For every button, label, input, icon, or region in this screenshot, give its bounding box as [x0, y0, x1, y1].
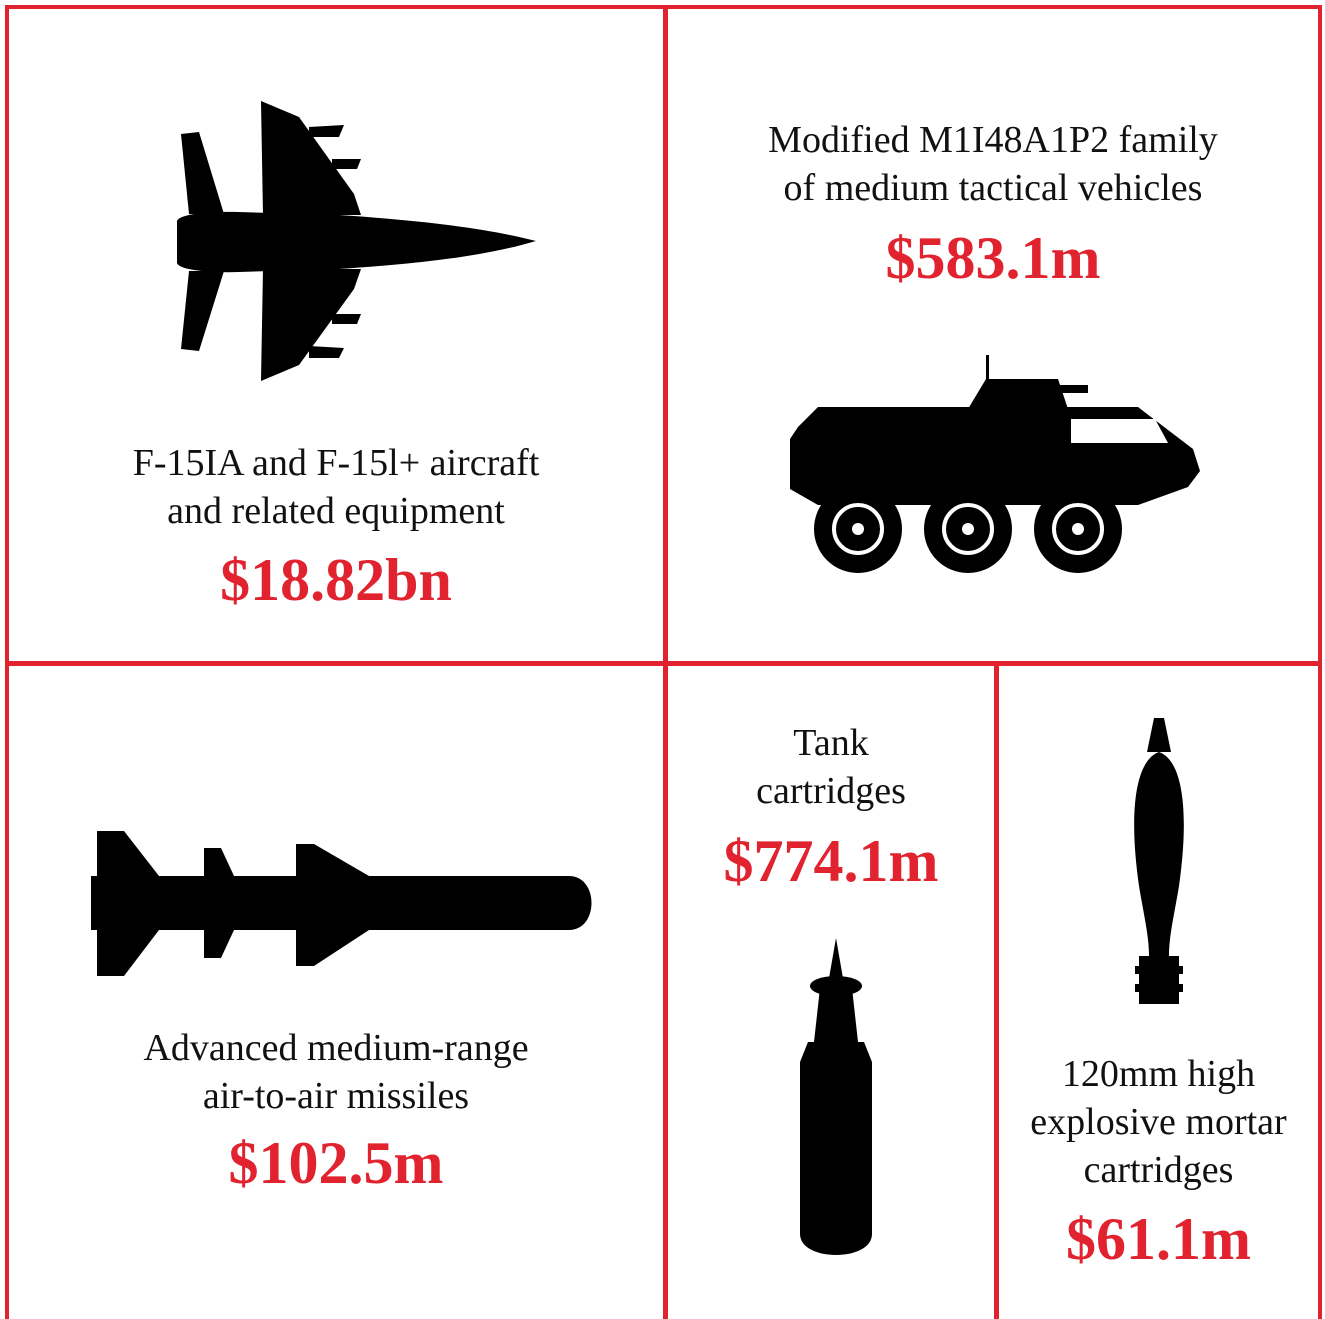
fighter-jet-icon — [177, 101, 536, 381]
mortar-shell-icon — [1134, 718, 1184, 1004]
item-label-line: Modified M1I48A1P2 family — [768, 119, 1218, 161]
armored-vehicle-icon — [790, 355, 1200, 573]
item-card-tank-cartridges: Tank cartridges $774.1m — [668, 666, 994, 1319]
item-label-line: cartridges — [756, 770, 906, 812]
item-label-line: Advanced medium-range — [143, 1027, 529, 1069]
item-label-line: F-15IA and F-15l+ aircraft — [132, 442, 540, 484]
item-label-tank-cartridges: Tank cartridges — [668, 719, 994, 815]
item-label-aircraft: F-15IA and F-15l+ aircraft and related e… — [9, 439, 663, 535]
item-amount-tank-cartridges: $774.1m — [723, 828, 939, 894]
tank-cartridge-icon — [800, 938, 872, 1255]
item-label-line: Tank — [793, 722, 869, 764]
item-label-vehicles: Modified M1I48A1P2 family of medium tact… — [668, 116, 1318, 212]
item-label-missiles: Advanced medium-range air-to-air missile… — [9, 1024, 663, 1120]
item-amount-aircraft: $18.82bn — [220, 547, 452, 613]
item-label-line: cartridges — [1083, 1149, 1234, 1191]
item-label-mortar-cartridges: 120mm high explosive mortar cartridges — [999, 1050, 1318, 1194]
item-label-line: of medium tactical vehicles — [783, 167, 1203, 209]
item-card-vehicles: Modified M1I48A1P2 family of medium tact… — [668, 9, 1318, 661]
item-amount-missiles: $102.5m — [228, 1130, 444, 1196]
item-card-aircraft: F-15IA and F-15l+ aircraft and related e… — [9, 9, 663, 661]
item-label-line: and related equipment — [167, 490, 505, 532]
item-card-mortar-cartridges: 120mm high explosive mortar cartridges $… — [999, 666, 1318, 1319]
item-card-missiles: Advanced medium-range air-to-air missile… — [9, 666, 663, 1319]
grid-divider-vertical-bottom — [994, 663, 999, 1319]
grid-divider-vertical-main — [663, 5, 668, 1319]
item-label-line: explosive mortar — [1030, 1101, 1287, 1143]
missile-icon — [91, 831, 592, 976]
item-label-line: 120mm high — [1061, 1053, 1256, 1095]
item-amount-vehicles: $583.1m — [885, 225, 1101, 291]
item-amount-mortar-cartridges: $61.1m — [1066, 1206, 1251, 1272]
item-label-line: air-to-air missiles — [202, 1075, 470, 1117]
